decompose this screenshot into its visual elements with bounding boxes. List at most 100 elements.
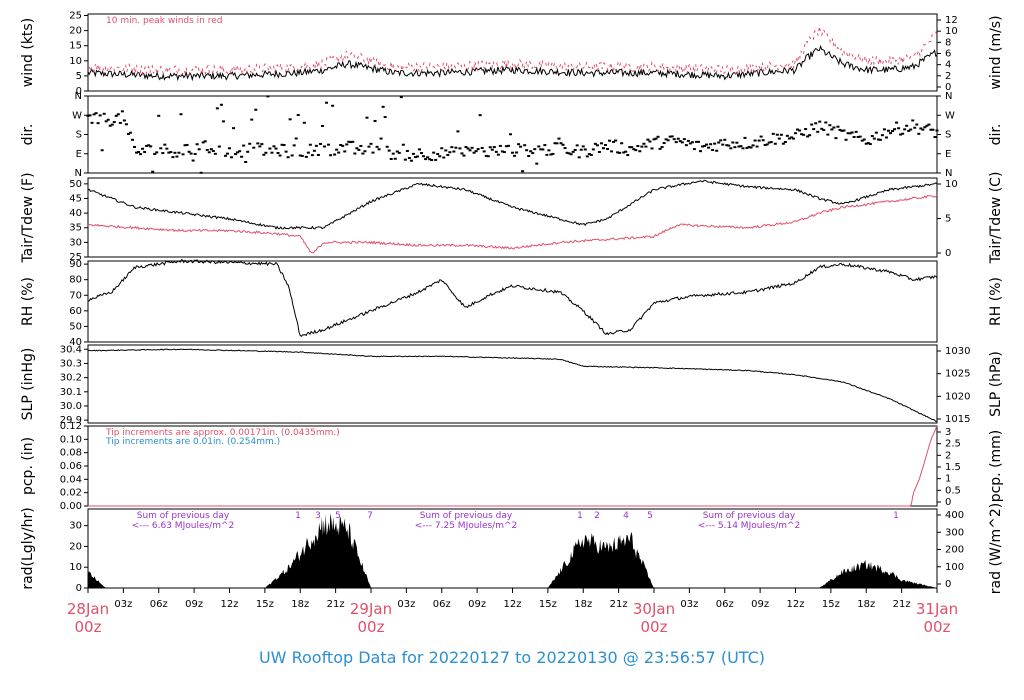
wind-dir-point — [630, 146, 634, 149]
wind-dir-point — [749, 146, 753, 149]
wind-dir-point — [925, 124, 929, 127]
x-hour-label: 12z — [504, 599, 522, 610]
y-axis-label: Tair/Tdew (F) — [20, 172, 36, 263]
y-axis-label: pcp. (in) — [20, 437, 36, 495]
wind-dir-point — [719, 139, 723, 142]
wind-dir-point — [191, 159, 195, 162]
wind-dir-point — [741, 147, 745, 150]
wind-dir-point — [886, 129, 890, 132]
wind-dir-point — [816, 130, 820, 133]
wind-dir-point — [858, 135, 862, 138]
wind-dir-point — [284, 150, 288, 153]
wind-dir-point — [484, 154, 488, 157]
y-tick-label: W — [72, 110, 82, 121]
wind-dir-point — [391, 152, 395, 155]
y-tick-label: 0.02 — [60, 488, 82, 499]
y-tick-label: 29.9 — [60, 415, 82, 426]
wind-dir-point — [448, 151, 452, 154]
wind-dir-point — [482, 150, 486, 153]
x-date-label: 30Jan — [633, 600, 675, 618]
wind-dir-point — [470, 146, 474, 149]
wind-dir-point — [183, 144, 187, 147]
y-tick-label: 30.0 — [60, 401, 82, 412]
wind-dir-point — [868, 143, 872, 146]
x-date-hour: 00z — [75, 618, 102, 636]
y-tick-label: 25 — [69, 252, 82, 263]
wind-dir-point — [777, 137, 781, 140]
wind-dir-point — [911, 119, 915, 122]
wind-dir-point — [889, 132, 893, 135]
wind-dir-point — [917, 132, 921, 135]
wind-dir-point — [434, 158, 438, 161]
wind-dir-point — [789, 136, 793, 139]
wind-dir-point — [603, 144, 607, 147]
wind-dir-point — [901, 132, 905, 135]
wind-dir-point — [842, 129, 846, 132]
y-tick-label: 40 — [69, 337, 82, 348]
wind-dir-point — [745, 146, 749, 149]
wind-dir-point — [688, 142, 692, 145]
y-axis-label-right: pcp. (mm) — [988, 430, 1004, 503]
wind-dir-point — [668, 135, 672, 138]
wind-dir-point — [880, 134, 884, 137]
wind-dir-point — [739, 145, 743, 148]
y-tick-label: 25 — [69, 11, 82, 22]
wind-dir-point — [624, 150, 628, 153]
y-tick-label: 5 — [76, 71, 82, 82]
y-tick-label: 0.08 — [60, 448, 82, 459]
wind-dir-point — [217, 145, 221, 148]
x-date-label: 28Jan — [67, 600, 109, 618]
y-tick-label: 60 — [69, 306, 82, 317]
y-tick-label: S — [76, 130, 82, 141]
wind-dir-point — [270, 151, 274, 154]
wind-dir-point — [432, 151, 436, 154]
wind-dir-point — [242, 144, 246, 147]
wind-dir-point — [462, 154, 466, 157]
wind-dir-point — [94, 112, 98, 115]
y-tick-label: 0.00 — [60, 501, 82, 512]
wind-dir-point — [636, 145, 640, 148]
wind-dir-point — [921, 128, 925, 131]
wind-dir-point — [452, 150, 456, 153]
wind-dir-point — [329, 154, 333, 157]
wind-dir-point — [438, 155, 442, 158]
y-tick-label-right: E — [945, 149, 951, 160]
wind-dir-point — [519, 145, 523, 148]
y-tick-label-right: 300 — [945, 527, 964, 538]
wind-dir-point — [292, 144, 296, 147]
wind-dir-point — [794, 132, 797, 135]
wind-dir-point — [864, 142, 868, 145]
wind-dir-point — [692, 148, 696, 151]
wind-dir-point — [106, 118, 110, 121]
wind-dir-point — [729, 147, 733, 150]
wind-dir-point — [260, 143, 264, 146]
wind-dir-point — [476, 148, 480, 151]
wind-dir-point — [525, 149, 529, 152]
x-hour-label: 12z — [221, 599, 239, 610]
wind-dir-point — [595, 144, 599, 147]
wind-dir-point — [644, 145, 648, 148]
wind-dir-point — [325, 101, 329, 104]
y-axis-label: dir. — [20, 124, 36, 146]
wind-dir-point — [232, 127, 236, 130]
wind-dir-point — [585, 155, 589, 158]
y-tick-label-right: 5 — [945, 214, 951, 225]
wind-dir-point — [393, 157, 397, 160]
wind-dir-point — [308, 143, 312, 146]
wind-dir-point — [86, 114, 90, 117]
wind-dir-point — [513, 154, 517, 157]
daily-sum-value: <--- 6.63 MJoules/m^2 — [132, 521, 234, 531]
wind-dir-point — [521, 170, 525, 173]
wind-dir-point — [711, 149, 715, 152]
wind-dir-point — [276, 151, 280, 154]
wind-dir-point — [529, 150, 533, 153]
wind-dir-point — [385, 145, 389, 148]
wind-dir-point — [905, 124, 909, 127]
wind-dir-point — [810, 123, 814, 126]
wind-dir-point — [294, 137, 298, 140]
wind-dir-point — [755, 145, 759, 148]
wind-dir-point — [551, 152, 555, 155]
wind-dir-point — [650, 147, 654, 150]
x-hour-label: 21z — [893, 599, 911, 610]
x-hour-label: 18z — [291, 599, 309, 610]
